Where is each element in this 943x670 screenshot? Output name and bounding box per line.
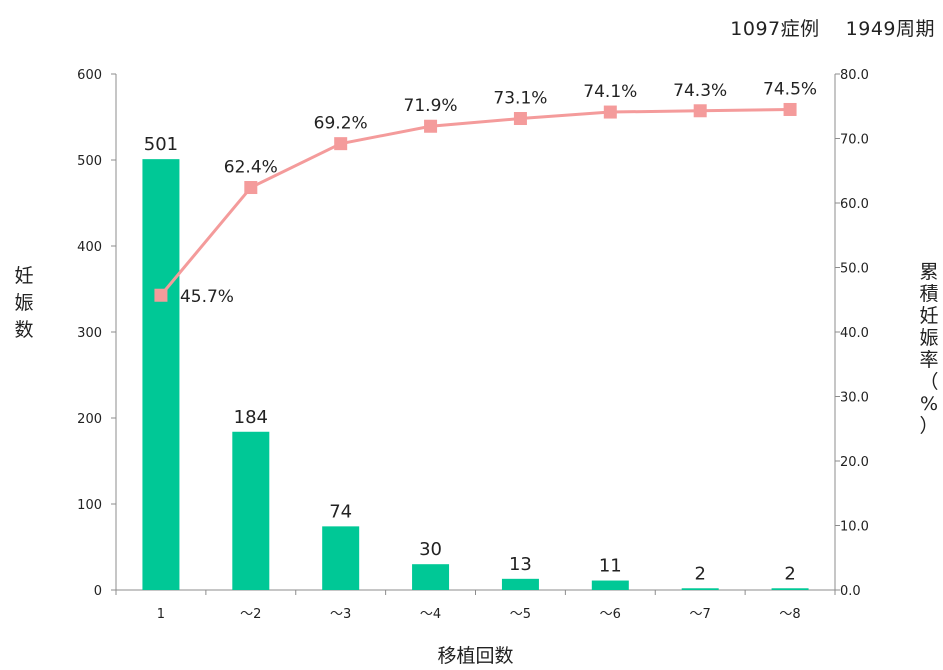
line-value-label: 73.1% [493, 89, 547, 109]
bar [771, 588, 809, 590]
line-series [154, 102, 797, 302]
cycle-count: 1949周期 [845, 18, 935, 40]
right-y-axis-title: 累積妊娠率（%） [919, 261, 938, 437]
right-y-tick-label: 50.0 [840, 262, 869, 277]
x-tick-label: 1 [157, 607, 165, 622]
x-tick-label: ～5 [510, 607, 531, 622]
left-y-tick-label: 300 [77, 326, 102, 341]
line-marker [693, 104, 707, 118]
right-y-tick-label: 70.0 [840, 133, 869, 148]
summary-note: 1097症例 1949周期 [704, 14, 935, 41]
x-tick-label: ～4 [420, 607, 441, 622]
line-marker [244, 181, 258, 195]
left-y-tick-label: 400 [77, 240, 102, 255]
bar-series [142, 159, 809, 590]
right-y-tick-label: 10.0 [840, 520, 869, 535]
left-y-tick-label: 500 [77, 154, 102, 169]
right-y-tick-label: 30.0 [840, 391, 869, 406]
axis-ticks: 0 100 200 300 400 500 600 0.0 10.0 20.0 30.0 40.0 50… [77, 68, 869, 622]
line-value-label: 74.5% [763, 79, 817, 99]
right-y-tick-label: 60.0 [840, 197, 869, 212]
x-tick-label: ～2 [240, 607, 261, 622]
bar-value-label: 13 [509, 554, 532, 575]
left-y-tick-label: 200 [77, 412, 102, 427]
cumulative-rate-line [159, 107, 791, 297]
bar-value-label: 2 [784, 563, 795, 584]
bar-value-label: 501 [144, 134, 178, 155]
line-marker [783, 102, 797, 116]
line-value-label: 45.7% [180, 287, 234, 307]
right-y-tick-label: 20.0 [840, 455, 869, 470]
bar [681, 588, 719, 590]
line-value-label: 74.3% [673, 81, 727, 101]
x-tick-label: ～8 [779, 607, 800, 622]
x-tick-label: ～7 [690, 607, 711, 622]
bar [142, 159, 180, 590]
left-y-axis-title: 妊娠数 [14, 265, 33, 341]
right-y-tick-label: 0.0 [840, 584, 861, 599]
line-value-label: 62.4% [224, 158, 278, 178]
case-count: 1097症例 [730, 18, 820, 40]
bar [501, 578, 539, 590]
line-marker [603, 105, 617, 119]
data-labels: 501 184 74 30 13 11 2 2 45.7% 62.4% 69.2% 71.9% 73.1… [144, 79, 817, 584]
bar [232, 431, 270, 590]
axis-titles: 移植回数 妊娠数 累積妊娠率（%） [14, 261, 938, 667]
line-value-label: 74.1% [583, 82, 637, 102]
bar-value-label: 184 [234, 407, 268, 428]
line-value-label: 69.2% [314, 114, 368, 134]
x-tick-label: ～3 [330, 607, 351, 622]
bar-value-label: 30 [419, 539, 442, 560]
left-y-tick-label: 600 [77, 68, 102, 83]
x-tick-label: ～6 [600, 607, 621, 622]
x-axis-title: 移植回数 [437, 645, 513, 666]
bar [412, 564, 450, 590]
line-marker [334, 137, 348, 151]
left-y-tick-label: 0 [94, 584, 102, 599]
line-marker [424, 119, 438, 133]
bar-value-label: 74 [329, 501, 352, 522]
left-y-tick-label: 100 [77, 498, 102, 513]
right-y-tick-label: 40.0 [840, 326, 869, 341]
bar-value-label: 11 [599, 556, 622, 577]
line-marker [154, 288, 168, 302]
line-marker [513, 112, 527, 126]
bar-value-label: 2 [694, 563, 705, 584]
right-y-tick-label: 80.0 [840, 68, 869, 83]
bar [591, 580, 629, 590]
line-value-label: 71.9% [404, 96, 458, 116]
bar [322, 526, 360, 590]
